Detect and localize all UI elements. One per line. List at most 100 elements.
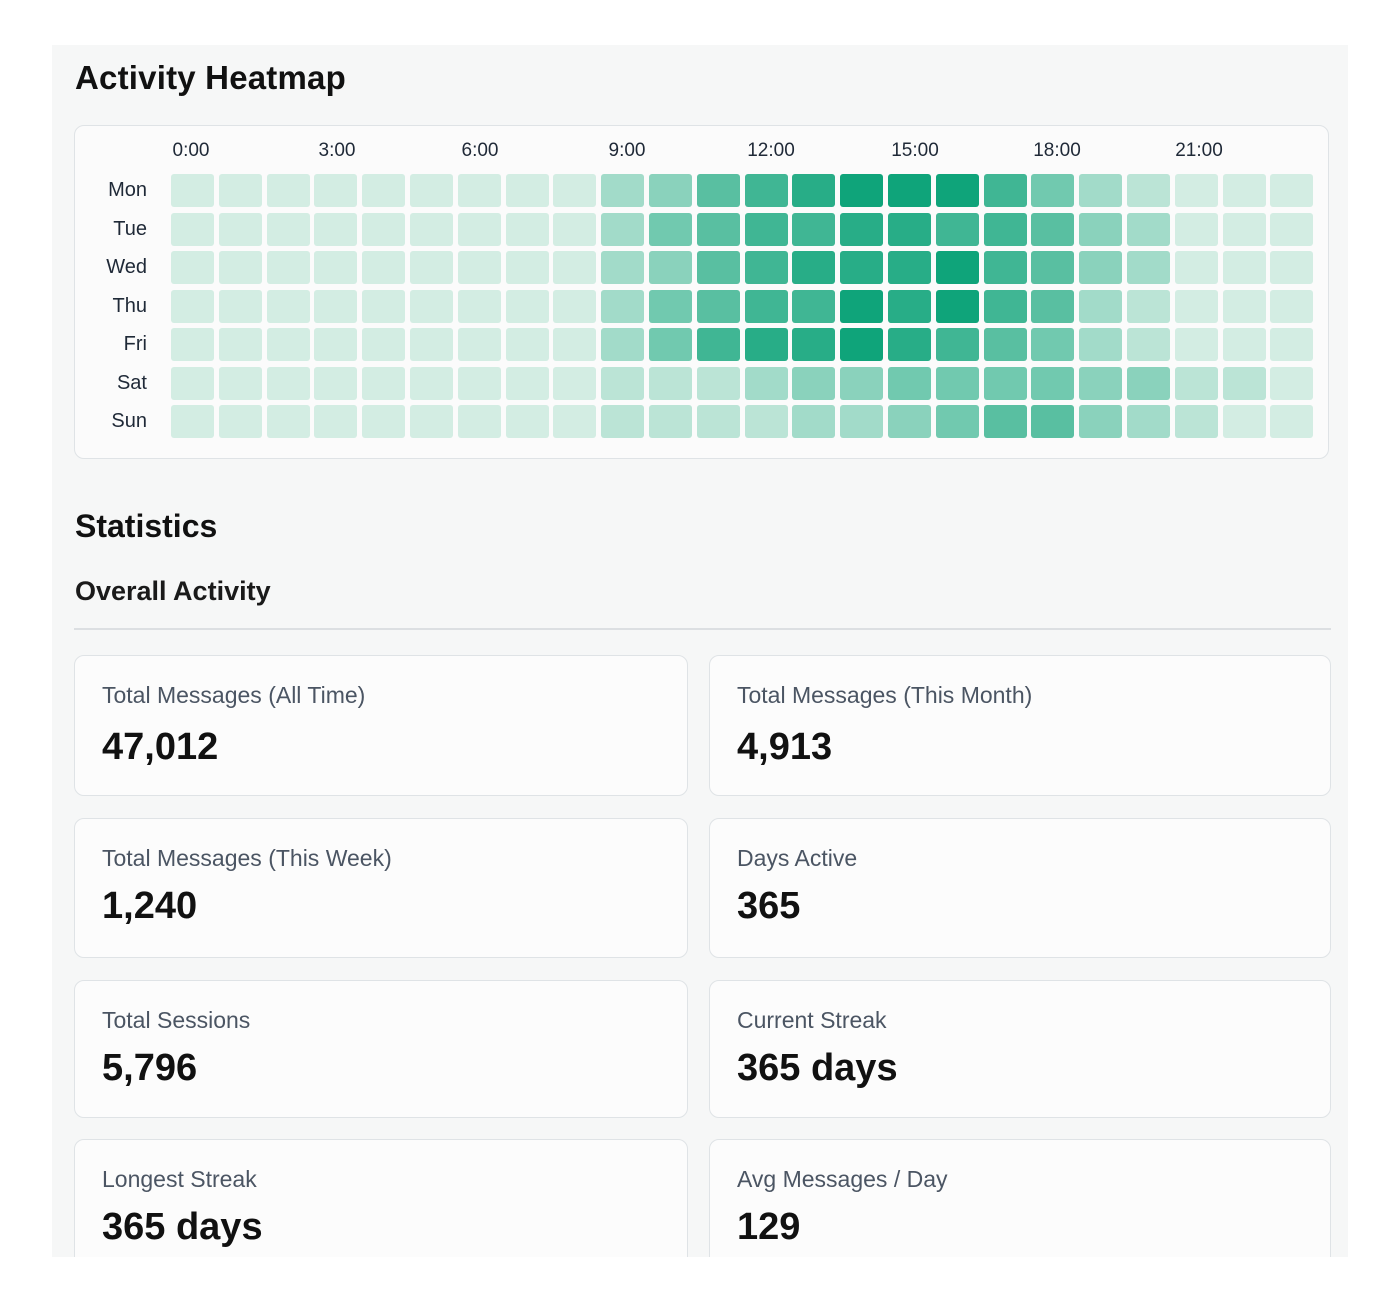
heatmap-cell	[1222, 251, 1266, 284]
statistics-title: Statistics	[75, 508, 218, 544]
heatmap-cell	[1031, 289, 1075, 323]
day-label: Thu	[112, 295, 147, 317]
heatmap-cell	[1174, 174, 1218, 207]
heatmap-cell	[266, 289, 310, 323]
heatmap-cell	[266, 366, 310, 400]
heatmap-cell	[601, 366, 645, 400]
heatmap-cell	[696, 174, 740, 207]
heatmap-cell	[1031, 405, 1075, 438]
heatmap-cell	[1270, 251, 1314, 284]
heatmap-cell	[1127, 251, 1170, 284]
stat-card-total-messages-this-week: Total Messages (This Week) 1,240	[74, 818, 688, 958]
heatmap-cell	[362, 405, 406, 438]
heatmap-cell	[1079, 251, 1123, 284]
heatmap-cell	[1127, 405, 1170, 438]
heatmap-cell	[314, 289, 358, 323]
heatmap-cell	[457, 289, 501, 323]
heatmap-cell	[601, 174, 645, 207]
day-label: Fri	[123, 333, 147, 355]
heatmap-cell	[1222, 174, 1266, 207]
heatmap-cell	[1222, 289, 1266, 323]
heatmap-cell	[171, 289, 214, 323]
heatmap-cell	[266, 212, 310, 246]
stat-label: Avg Messages / Day	[737, 1166, 948, 1192]
heatmap-cell	[888, 289, 931, 323]
heatmap-cell	[553, 174, 597, 207]
heatmap-cell	[457, 251, 501, 284]
heatmap-cell	[696, 405, 740, 438]
heatmap-cell	[792, 366, 836, 400]
heatmap-cell	[888, 174, 931, 207]
heatmap-cell	[553, 328, 597, 361]
heatmap-cell	[1079, 174, 1123, 207]
heatmap-cell	[410, 289, 453, 323]
heatmap-cell	[505, 251, 549, 284]
heatmap-cell	[1031, 366, 1075, 400]
heatmap-cell	[744, 251, 788, 284]
heatmap-cell	[1127, 366, 1170, 400]
heatmap-cell	[218, 289, 262, 323]
stat-card-total-messages-all-time: Total Messages (All Time) 47,012	[74, 655, 688, 796]
heatmap-cell	[362, 328, 406, 361]
heatmap-cell	[696, 289, 740, 323]
heatmap-cell	[888, 251, 931, 284]
heatmap-cell	[1270, 405, 1314, 438]
stat-label: Current Streak	[737, 1007, 887, 1033]
heatmap-cell	[744, 289, 788, 323]
day-label: Mon	[108, 179, 147, 201]
heatmap-cell	[218, 366, 262, 400]
heatmap-cell	[410, 174, 453, 207]
heatmap-cell	[457, 405, 501, 438]
heatmap-cell	[362, 366, 406, 400]
heatmap-cell	[1031, 251, 1075, 284]
stat-label: Total Messages (This Month)	[737, 682, 1033, 708]
hour-label: 3:00	[318, 140, 356, 161]
heatmap-cell	[1174, 328, 1218, 361]
heatmap-cell	[792, 328, 836, 361]
heatmap-cell	[553, 289, 597, 323]
heatmap-cell	[218, 174, 262, 207]
heatmap-cell	[266, 405, 310, 438]
stat-label: Total Messages (This Week)	[102, 845, 392, 871]
heatmap-cell	[410, 212, 453, 246]
heatmap-cell	[1270, 289, 1314, 323]
heatmap-cell	[1174, 289, 1218, 323]
heatmap-cell	[505, 366, 549, 400]
heatmap-cell	[457, 366, 501, 400]
heatmap-cell	[744, 405, 788, 438]
heatmap-cell	[1174, 405, 1218, 438]
heatmap-cell	[171, 328, 214, 361]
section-divider	[74, 628, 1331, 630]
heatmap-cell	[266, 174, 310, 207]
heatmap-cell	[1174, 251, 1218, 284]
heatmap-cell	[983, 251, 1027, 284]
heatmap-cell	[457, 328, 501, 361]
heatmap-cell	[649, 366, 692, 400]
heatmap-cell	[1127, 289, 1170, 323]
stat-value: 365 days	[737, 1047, 898, 1089]
heatmap-cell	[840, 289, 884, 323]
heatmap-cell	[601, 405, 645, 438]
heatmap-cell	[314, 328, 358, 361]
heatmap-cell	[362, 289, 406, 323]
heatmap-card: 0:00 3:00 6:00 9:00 12:00 15:00 18:00 21…	[74, 125, 1329, 459]
heatmap-cell	[505, 174, 549, 207]
heatmap-cell	[1079, 405, 1123, 438]
heatmap-cell	[840, 174, 884, 207]
heatmap-cell	[744, 174, 788, 207]
stat-card-total-messages-this-month: Total Messages (This Month) 4,913	[709, 655, 1331, 796]
stat-label: Days Active	[737, 845, 858, 871]
heatmap-cell	[1031, 212, 1075, 246]
heatmap-cell	[171, 174, 214, 207]
heatmap-cell	[314, 251, 358, 284]
hour-label: 15:00	[891, 140, 939, 161]
stat-value: 47,012	[102, 726, 219, 768]
heatmap-cell	[601, 212, 645, 246]
heatmap-cell	[362, 174, 406, 207]
heatmap-cell	[1174, 366, 1218, 400]
heatmap-cell	[218, 251, 262, 284]
heatmap-cell	[1127, 212, 1170, 246]
heatmap-cell	[792, 405, 836, 438]
heatmap-cell	[266, 251, 310, 284]
heatmap-cell	[983, 289, 1027, 323]
